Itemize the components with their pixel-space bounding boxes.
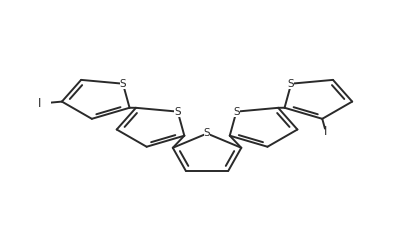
Text: S: S	[175, 107, 181, 117]
Text: I: I	[38, 97, 41, 110]
Text: S: S	[288, 79, 295, 89]
Text: S: S	[204, 128, 210, 139]
Text: I: I	[324, 125, 328, 138]
Text: S: S	[120, 79, 126, 89]
Text: S: S	[233, 107, 240, 117]
